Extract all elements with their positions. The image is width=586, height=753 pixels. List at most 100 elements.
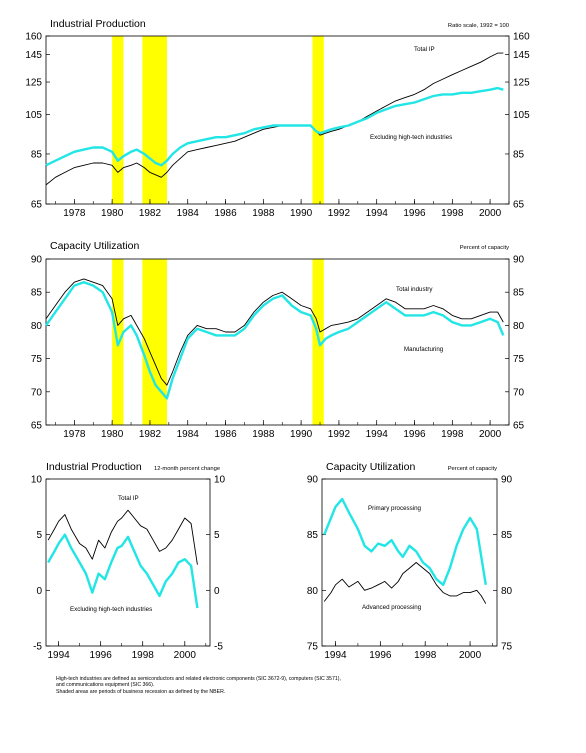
- y-tick-label-right: 10: [214, 475, 226, 486]
- x-tick-label: 1996: [90, 650, 113, 661]
- x-tick-label: 1998: [414, 650, 437, 661]
- y-tick-label-left: 85: [31, 288, 43, 299]
- x-tick-label: 1992: [328, 208, 351, 219]
- x-tick-label: 1978: [63, 429, 86, 440]
- y-tick-label-right: 0: [214, 586, 220, 597]
- x-tick-label: 1992: [328, 429, 351, 440]
- x-tick-label: 1996: [369, 650, 392, 661]
- chart-title: Capacity Utilization: [326, 461, 415, 473]
- recession-shading: [112, 36, 124, 204]
- y-tick-label-right: 65: [513, 200, 525, 211]
- y-tick-label-right: 75: [513, 354, 525, 365]
- series-label: Total IP: [414, 46, 435, 53]
- y-tick-label-left: 90: [307, 475, 319, 486]
- series-label: Primary processing: [368, 505, 422, 512]
- series-line-1: [47, 533, 199, 609]
- chart-industrial-production-pct-change: Industrial Production 12-month percent ch…: [31, 461, 226, 661]
- series-label: Advanced processing: [362, 604, 422, 611]
- y-tick-label-right: 145: [513, 50, 530, 61]
- x-tick-label: 2000: [459, 650, 482, 661]
- y-tick-label-left: 75: [307, 642, 319, 653]
- series-line-1: [45, 86, 504, 167]
- x-tick-label: 1988: [252, 208, 275, 219]
- y-tick-label-left: -5: [33, 642, 42, 653]
- x-tick-label: 1996: [403, 208, 426, 219]
- x-tick-label: 1984: [177, 429, 200, 440]
- chart-title: Industrial Production: [46, 461, 142, 473]
- footnote-line: High-tech industries are defined as semi…: [56, 676, 341, 682]
- y-tick-label-right: 105: [513, 110, 530, 121]
- series-label: Excluding high-tech industries: [70, 606, 152, 613]
- y-tick-label-right: 125: [513, 78, 530, 89]
- y-tick-label-left: 75: [31, 354, 43, 365]
- x-tick-label: 1990: [290, 429, 313, 440]
- chart-title: Industrial Production: [50, 18, 146, 30]
- y-tick-label-right: 65: [513, 421, 525, 432]
- y-tick-label-right: 85: [501, 530, 513, 541]
- x-tick-label: 1982: [139, 208, 162, 219]
- y-tick-label-right: 70: [513, 387, 525, 398]
- x-tick-label: 2000: [174, 650, 197, 661]
- y-tick-label-left: 85: [31, 149, 43, 160]
- x-tick-label: 1998: [132, 650, 155, 661]
- y-tick-label-left: 125: [25, 78, 42, 89]
- chart-industrial-production-ratio: Industrial Production Ratio scale, 1992 =…: [25, 18, 530, 219]
- x-tick-label: 1986: [214, 208, 237, 219]
- y-tick-label-left: 70: [31, 387, 43, 398]
- plot-frame: [45, 478, 211, 647]
- y-tick-label-left: 90: [31, 255, 43, 266]
- chart-note: Percent of capacity: [448, 466, 497, 472]
- footnote-line: Shaded areas are periods of business rec…: [56, 688, 226, 695]
- y-tick-label-left: 5: [36, 530, 42, 541]
- series-line-0: [47, 509, 198, 565]
- x-tick-label: 2000: [479, 208, 502, 219]
- x-tick-label: 1984: [177, 208, 200, 219]
- y-tick-label-left: 0: [36, 586, 42, 597]
- series-line-1: [45, 281, 505, 400]
- x-tick-label: 1988: [252, 429, 275, 440]
- y-tick-label-right: 85: [513, 149, 525, 160]
- x-tick-label: 1980: [101, 429, 124, 440]
- y-tick-label-left: 80: [307, 586, 319, 597]
- recession-shading: [312, 36, 324, 204]
- series-line-0: [45, 278, 504, 386]
- x-tick-label: 1994: [324, 650, 347, 661]
- x-tick-label: 2000: [479, 429, 502, 440]
- y-tick-label-right: 5: [214, 530, 220, 541]
- y-tick-label-left: 10: [31, 475, 43, 486]
- y-tick-label-left: 105: [25, 110, 42, 121]
- recession-shading: [142, 36, 167, 204]
- x-tick-label: 1996: [403, 429, 426, 440]
- chart-capacity-utilization-stages: Capacity Utilization Percent of capacity 7…: [307, 461, 513, 661]
- series-label: Total IP: [118, 495, 139, 502]
- chart-note: Percent of capacity: [460, 245, 509, 251]
- y-tick-label-right: 90: [513, 255, 525, 266]
- recession-shading: [142, 259, 167, 425]
- x-tick-label: 1982: [139, 429, 162, 440]
- x-tick-label: 1980: [101, 208, 124, 219]
- y-tick-label-left: 160: [25, 32, 42, 43]
- y-tick-label-right: 80: [501, 586, 513, 597]
- y-tick-label-right: 160: [513, 32, 530, 43]
- plot-frame: [45, 258, 510, 426]
- series-label: Manufacturing: [404, 346, 444, 353]
- series-label: Total industry: [396, 286, 433, 293]
- x-tick-label: 1994: [47, 650, 70, 661]
- footnotes: High-tech industries are defined as semi…: [56, 676, 556, 695]
- x-tick-label: 1978: [63, 208, 86, 219]
- series-line-0: [45, 52, 504, 186]
- chart-capacity-utilization: Capacity Utilization Percent of capacity 6…: [31, 240, 525, 440]
- series-line-1: [323, 562, 487, 604]
- x-tick-label: 1986: [214, 429, 237, 440]
- x-tick-label: 1990: [290, 208, 313, 219]
- y-tick-label-left: 145: [25, 50, 42, 61]
- y-tick-label-right: -5: [214, 642, 223, 653]
- y-tick-label-left: 80: [31, 321, 43, 332]
- y-tick-label-right: 80: [513, 321, 525, 332]
- y-tick-label-left: 65: [31, 421, 43, 432]
- series-line-0: [323, 497, 487, 586]
- y-tick-label-right: 90: [501, 475, 513, 486]
- series-label: Excluding high-tech industries: [370, 134, 452, 141]
- chart-title: Capacity Utilization: [50, 240, 139, 252]
- x-tick-label: 1994: [366, 208, 389, 219]
